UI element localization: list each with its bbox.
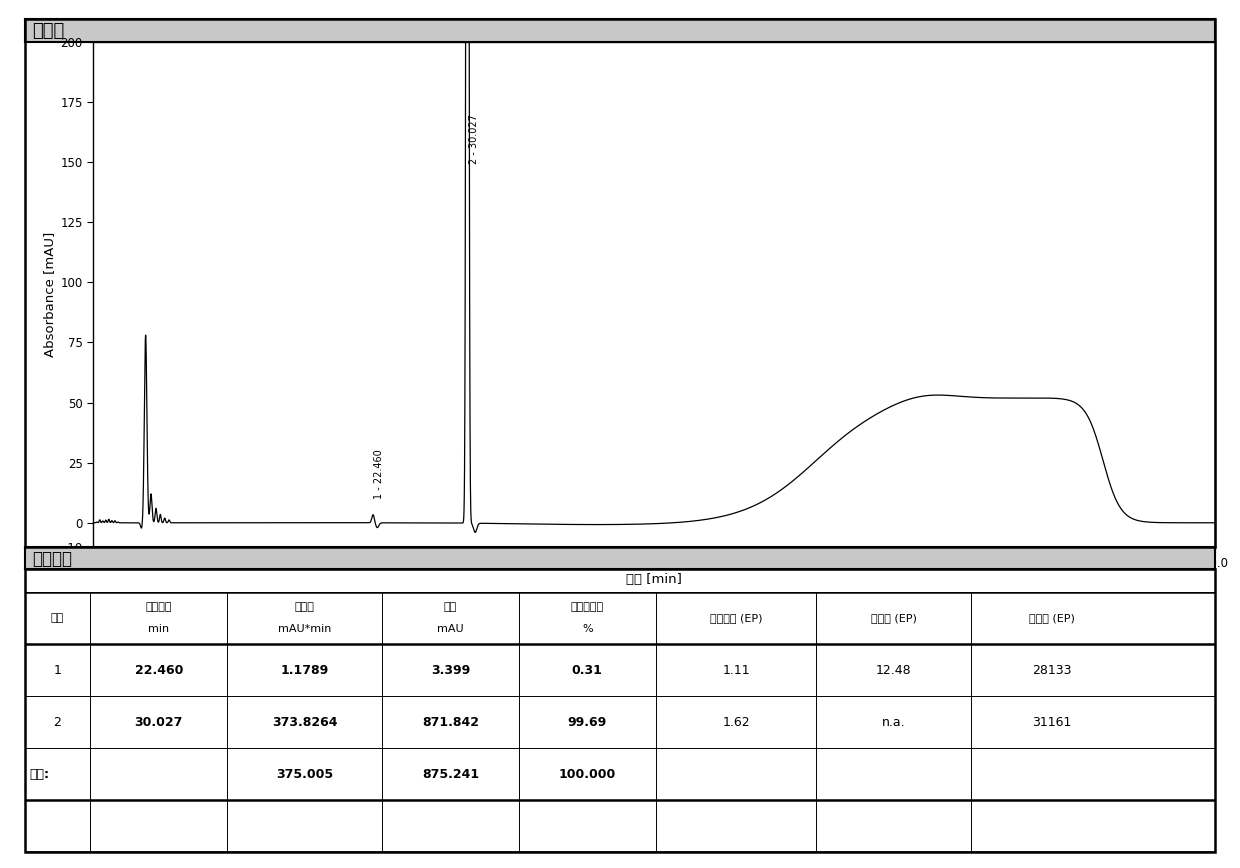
Text: 2: 2: [53, 716, 62, 728]
Text: 31161: 31161: [1032, 716, 1071, 728]
Text: 3.399: 3.399: [430, 664, 470, 676]
Text: 保留时间: 保留时间: [145, 602, 172, 612]
Text: 1.62: 1.62: [722, 716, 750, 728]
Text: 100.000: 100.000: [559, 768, 616, 780]
Text: 28133: 28133: [1032, 664, 1071, 676]
Text: 1.1789: 1.1789: [280, 664, 329, 676]
Text: 30.027: 30.027: [134, 716, 184, 728]
Text: 色谱图: 色谱图: [32, 22, 64, 40]
Text: 峰面积: 峰面积: [295, 602, 315, 612]
Text: 99.69: 99.69: [568, 716, 606, 728]
Text: 871.842: 871.842: [422, 716, 479, 728]
Text: 12.48: 12.48: [875, 664, 911, 676]
Text: 相对峰面积: 相对峰面积: [570, 602, 604, 612]
Text: 875.241: 875.241: [422, 768, 479, 780]
Text: 序号: 序号: [51, 613, 64, 623]
Text: 不对称度 (EP): 不对称度 (EP): [709, 613, 763, 623]
Text: 22.460: 22.460: [134, 664, 184, 676]
Text: 1: 1: [53, 664, 62, 676]
Text: mAU*min: mAU*min: [278, 624, 331, 635]
Text: 1.11: 1.11: [722, 664, 750, 676]
Text: 0.31: 0.31: [572, 664, 603, 676]
Text: 373.8264: 373.8264: [272, 716, 337, 728]
Text: n.a.: n.a.: [882, 716, 905, 728]
Text: 峰高: 峰高: [444, 602, 458, 612]
Text: 总和:: 总和:: [30, 768, 50, 780]
Text: 1 - 22.460: 1 - 22.460: [374, 449, 384, 499]
Text: 375.005: 375.005: [277, 768, 334, 780]
Text: min: min: [148, 624, 170, 635]
Text: 2 - 30.027: 2 - 30.027: [469, 114, 479, 164]
Text: 塔板数 (EP): 塔板数 (EP): [1029, 613, 1074, 623]
Y-axis label: Absorbance [mAU]: Absorbance [mAU]: [43, 232, 56, 357]
X-axis label: 时间 [min]: 时间 [min]: [626, 573, 682, 586]
Text: 积分结果: 积分结果: [32, 549, 72, 568]
Text: %: %: [582, 624, 593, 635]
Text: 分离度 (EP): 分离度 (EP): [870, 613, 916, 623]
Text: mAU: mAU: [436, 624, 464, 635]
